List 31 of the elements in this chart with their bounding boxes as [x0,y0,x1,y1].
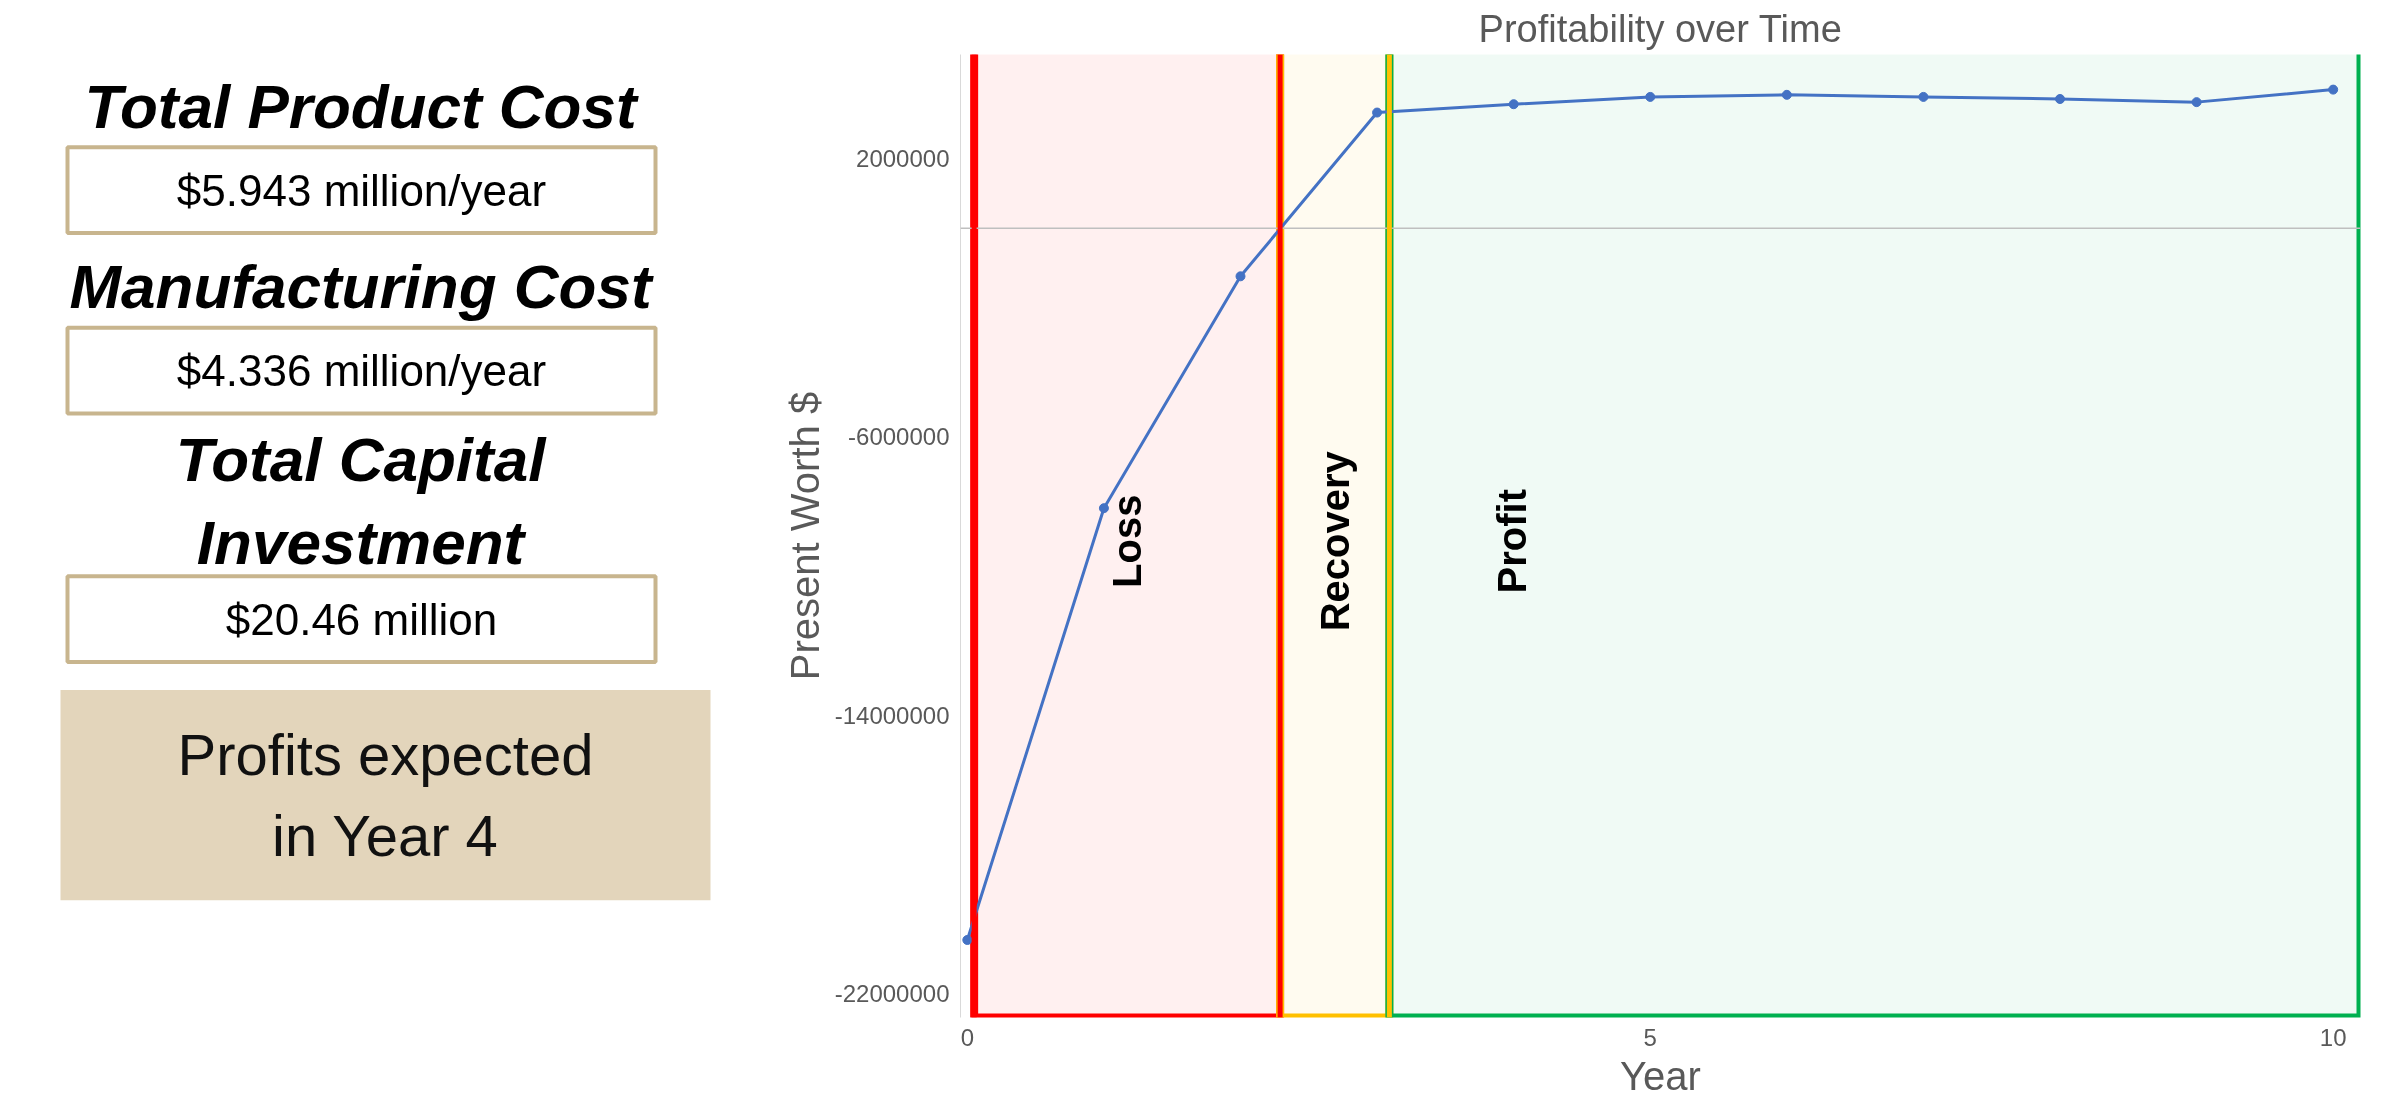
y-axis-title: Present Worth $ [782,391,827,681]
text: Profits expected in Year 4 [177,722,594,869]
x-tick-label: 10 [2319,1023,2347,1051]
point [1508,99,1519,110]
point [1235,271,1246,282]
band-label: Recovery [1312,450,1357,632]
point [1781,89,1792,100]
band-label: Profit [1490,488,1535,594]
point [1645,91,1656,102]
text: Total Product Cost [84,71,639,141]
text: $5.943 million/year [176,165,547,215]
point [2191,97,2202,108]
text: $4.336 million/year [176,346,547,396]
text: $20.46 million [225,594,498,644]
x-tick-label: 5 [1643,1023,1657,1051]
text: Manufacturing Cost [69,252,654,321]
band-label: Loss [1105,494,1150,588]
point [2055,94,2066,104]
point [1918,91,1929,102]
y-tick-label: 2000000 [856,145,950,173]
point [2328,84,2339,95]
text: Total Capital Investment [175,425,548,577]
y-tick-label: -22000000 [834,979,950,1007]
chart-title: Profitability over Time [1478,7,1842,50]
y-tick-label: -14000000 [834,701,950,729]
point [1098,503,1109,514]
x-axis-title: Year [1620,1053,1701,1098]
point [1372,107,1383,118]
point [962,934,973,945]
x-tick-label: 0 [960,1023,975,1051]
y-tick-label: -6000000 [848,423,950,451]
